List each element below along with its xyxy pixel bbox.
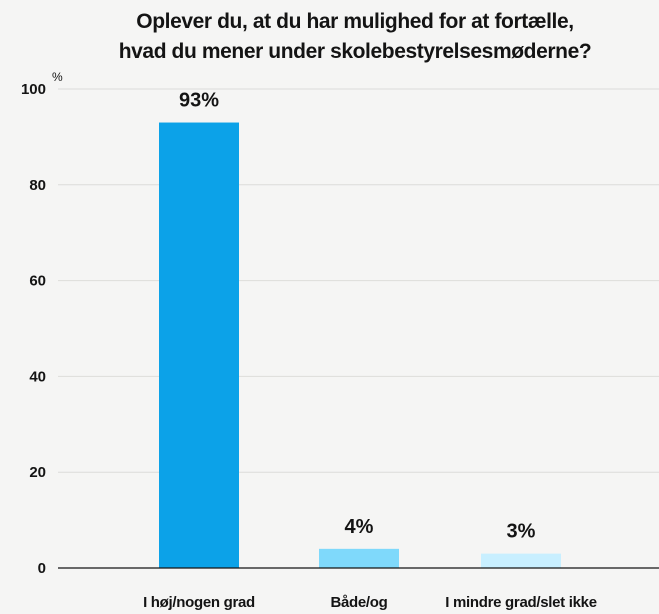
y-tick-label-20: 20 (29, 464, 46, 481)
category-label-2: Både/og (330, 594, 387, 611)
y-axis-unit: % (52, 70, 63, 84)
gridlines (58, 88, 659, 473)
bar-2 (319, 548, 399, 568)
chart-title-line-2: hvad du mener under skolebestyrelsesmøde… (119, 40, 592, 63)
x-axis-categories: I høj/nogen grad Både/og I mindre grad/sle… (143, 594, 597, 611)
chart-title-line-1: Oplever du, at du har mulighed for at fo… (136, 10, 573, 33)
chart-title: Oplever du, at du har mulighed for at fo… (119, 10, 592, 63)
y-tick-label-100: 100 (21, 81, 46, 98)
category-label-3: I mindre grad/slet ikke (445, 594, 597, 611)
y-tick-label-0: 0 (38, 560, 46, 577)
y-tick-label-40: 40 (29, 368, 46, 385)
y-axis-ticks: 0 20 40 60 80 100 (21, 81, 46, 577)
y-tick-label-60: 60 (29, 273, 46, 290)
bar-1 (159, 122, 239, 568)
y-tick-label-80: 80 (29, 177, 46, 194)
data-labels: 93% 4% 3% (179, 90, 536, 543)
bar-value-label-3: 3% (507, 521, 536, 543)
bar-value-label-2: 4% (345, 516, 374, 538)
bar-3 (481, 553, 561, 568)
bars (159, 122, 561, 568)
bar-value-label-1: 93% (179, 90, 219, 112)
category-label-1: I høj/nogen grad (143, 594, 255, 611)
